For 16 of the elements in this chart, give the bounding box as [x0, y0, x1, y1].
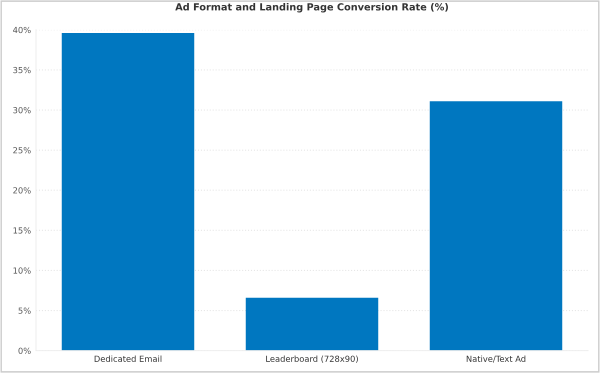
y-tick-label: 10% [14, 267, 31, 274]
y-tick-label: 15% [14, 227, 31, 234]
y-tick-label: 30% [13, 107, 31, 114]
y-tick-label: 20% [13, 187, 31, 194]
bar [62, 33, 194, 351]
y-tick-label: 5% [18, 308, 31, 314]
x-tick-label: Dedicated Email [94, 355, 162, 362]
x-tick-label: Leaderboard (728x90) [266, 355, 358, 363]
bar [246, 298, 378, 351]
chart-title: Ad Format and Landing Page Conversion Rate (%) [175, 3, 448, 12]
y-tick-label: 40% [13, 26, 31, 34]
y-tick-label: 25% [13, 147, 31, 154]
y-tick-label: 35% [13, 66, 31, 74]
x-tick-label: Native/Text Ad [466, 355, 526, 363]
bar [430, 101, 562, 351]
y-tick-label: 0% [18, 348, 31, 354]
